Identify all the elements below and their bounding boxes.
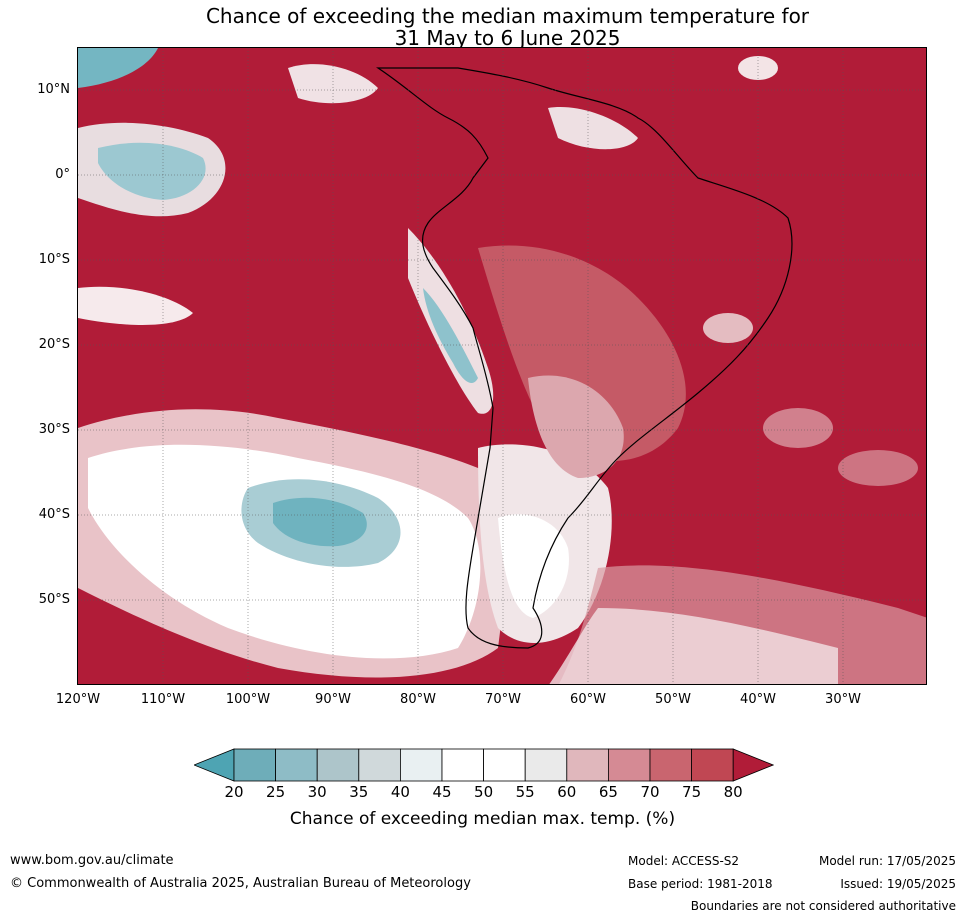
map-title-line2: 31 May to 6 June 2025 — [394, 26, 621, 50]
copyright-text: © Commonwealth of Australia 2025, Austra… — [10, 876, 471, 891]
colorbar-tick-label: 70 — [640, 783, 660, 801]
colorbar-segment — [607, 748, 651, 782]
southern-blue-core — [273, 497, 367, 547]
colorbar-label: Chance of exceeding median max. temp. (%… — [289, 809, 676, 829]
map-panel — [77, 47, 927, 685]
colorbar-segment — [441, 748, 484, 782]
coastline — [376, 67, 793, 649]
northwest-blue-patch — [78, 48, 158, 88]
atlantic-pale-blob — [703, 313, 753, 343]
colorbar-tick-label: 80 — [723, 783, 743, 801]
graticule — [78, 48, 926, 684]
colorbar-tick-label: 20 — [224, 783, 244, 801]
colorbar-segment — [233, 748, 276, 782]
lon-label-60w: 60°W — [570, 692, 606, 707]
colorbar-segment — [275, 748, 318, 782]
map-title-line1: Chance of exceeding the median maximum t… — [205, 4, 810, 28]
colorbar-segment — [691, 748, 734, 782]
colorbar-tick-label: 50 — [474, 783, 494, 801]
base-period-text: Base period: 1981-2018 — [628, 877, 773, 891]
colorbar-tick-label: 25 — [266, 783, 286, 801]
atlantic-pale-blob — [738, 56, 778, 80]
colorbar-segment — [566, 748, 609, 782]
model-run-text: Model run: 17/05/2025 — [818, 854, 956, 868]
probability-map — [78, 48, 926, 684]
northern-coast-pale — [548, 107, 638, 150]
colorbar-tick-label: 75 — [682, 783, 702, 801]
colorbar-segment — [649, 748, 692, 782]
caribbean-pale — [288, 64, 378, 104]
colorbar-tick-label: 30 — [307, 783, 327, 801]
colorbar-tick-label: 55 — [515, 783, 535, 801]
colorbar-tick-label: 45 — [432, 783, 452, 801]
colorbar-tick-label: 65 — [598, 783, 618, 801]
patagonia-white-region — [498, 514, 569, 618]
south-atlantic-light-band — [549, 608, 838, 684]
lat-label-10s: 10°S — [38, 252, 70, 267]
colorbar-under-triangle — [194, 748, 235, 782]
lon-label-40w: 40°W — [740, 692, 776, 707]
colorbar-over-triangle — [732, 748, 774, 782]
colorbar-segment — [316, 748, 360, 782]
lon-label-100w: 100°W — [225, 692, 271, 707]
colorbar-tick-label: 35 — [349, 783, 369, 801]
lon-label-70w: 70°W — [485, 692, 521, 707]
colorbar-tick-label: 40 — [390, 783, 410, 801]
atlantic-pale-blob — [763, 408, 833, 448]
disclaimer-text: Boundaries are not considered authoritat… — [690, 899, 956, 913]
lat-label-40s: 40°S — [38, 507, 70, 522]
lon-label-110w: 110°W — [140, 692, 186, 707]
lat-label-30s: 30°S — [38, 422, 70, 437]
colorbar-segment — [358, 748, 401, 782]
andes-blue-streak — [423, 288, 478, 383]
colorbar-segment — [399, 748, 443, 782]
lat-label-20s: 20°S — [38, 337, 70, 352]
central-continent-lighter — [478, 245, 686, 462]
lon-label-120w: 120°W — [55, 692, 101, 707]
lon-label-90w: 90°W — [315, 692, 351, 707]
lat-label-0: 0° — [55, 167, 70, 182]
atlantic-pale-blob — [838, 450, 918, 486]
colorbar-segment — [524, 748, 568, 782]
lat-label-10n: 10°N — [37, 82, 70, 97]
issued-text: Issued: 19/05/2025 — [840, 877, 956, 891]
website-text: www.bom.gov.au/climate — [10, 853, 174, 868]
east-pacific-white-streak — [78, 286, 193, 325]
lon-label-80w: 80°W — [400, 692, 436, 707]
chaco-pale-region — [528, 375, 624, 478]
colorbar — [194, 748, 774, 782]
lon-label-30w: 30°W — [825, 692, 861, 707]
lat-label-50s: 50°S — [38, 592, 70, 607]
lon-label-50w: 50°W — [655, 692, 691, 707]
colorbar-segment — [483, 748, 526, 782]
colorbar-tick-label: 60 — [557, 783, 577, 801]
tropical-pacific-blue — [98, 142, 206, 200]
model-text: Model: ACCESS-S2 — [628, 854, 740, 868]
